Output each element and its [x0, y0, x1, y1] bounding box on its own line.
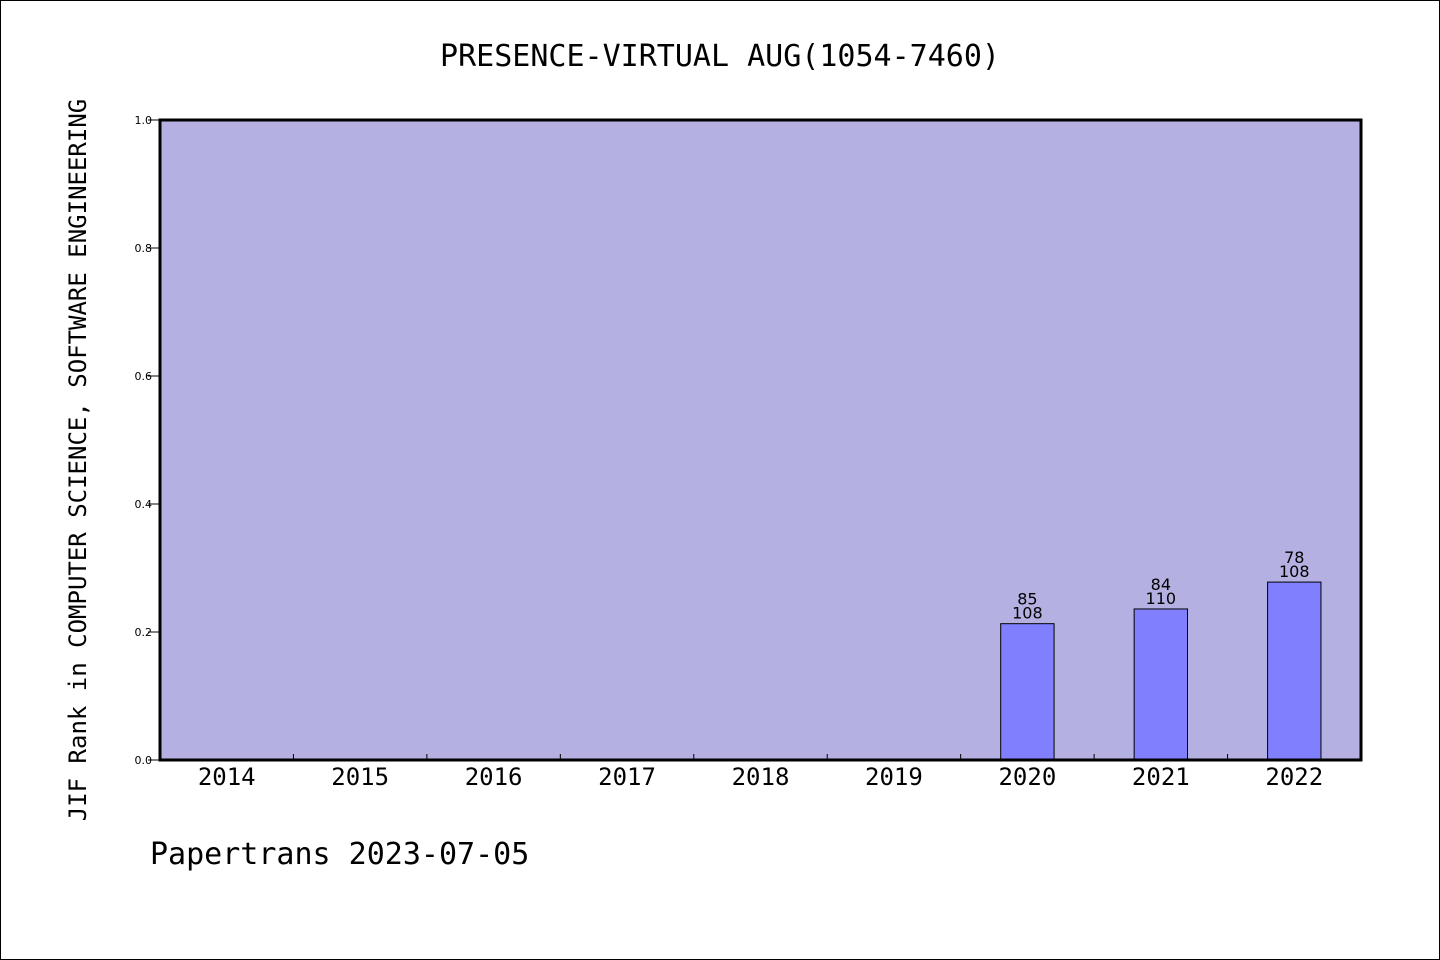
y-tick-label: 1.0	[135, 114, 153, 127]
x-tick-label: 2015	[331, 763, 389, 791]
bar-series	[1000, 581, 1322, 761]
y-axis: 0.0 0.2 0.4 0.6 0.8 1.0	[135, 114, 160, 767]
x-axis: 2014 2015 2016 2017 2018 2019 2020 2021 2022	[198, 754, 1323, 791]
x-tick-label: 2021	[1132, 763, 1190, 791]
chart-title: PRESENCE-VIRTUAL AUG(1054-7460)	[440, 39, 1000, 74]
bar-total-label: 110	[1146, 589, 1177, 608]
bar-total-label: 108	[1279, 562, 1310, 581]
x-tick-label: 2019	[865, 763, 923, 791]
y-tick-label: 0.4	[135, 498, 153, 511]
y-axis-label: JIF Rank in COMPUTER SCIENCE, SOFTWARE E…	[64, 99, 92, 821]
y-tick-label: 0.6	[135, 370, 153, 383]
bar-rank-label: 85	[1017, 590, 1037, 609]
x-tick-label: 2022	[1265, 763, 1323, 791]
y-tick-label: 0.2	[135, 626, 153, 639]
x-tick-label: 2016	[465, 763, 523, 791]
x-tick-label: 2017	[598, 763, 656, 791]
bar-2021	[1133, 608, 1189, 761]
footer-credit: Papertrans 2023-07-05	[150, 837, 529, 872]
x-tick-label: 2018	[732, 763, 790, 791]
y-tick-label: 0.0	[135, 754, 153, 767]
x-tick-label: 2020	[998, 763, 1056, 791]
bar-2022	[1267, 581, 1322, 761]
y-tick-label: 0.8	[135, 242, 153, 255]
bar-rank-label: 84	[1151, 575, 1171, 594]
bar-rank-label: 78	[1284, 548, 1304, 567]
bar-2020	[1000, 623, 1055, 761]
x-tick-label: 2014	[198, 763, 256, 791]
plot-border	[158, 118, 1363, 762]
bar-total-label: 108	[1012, 604, 1043, 623]
